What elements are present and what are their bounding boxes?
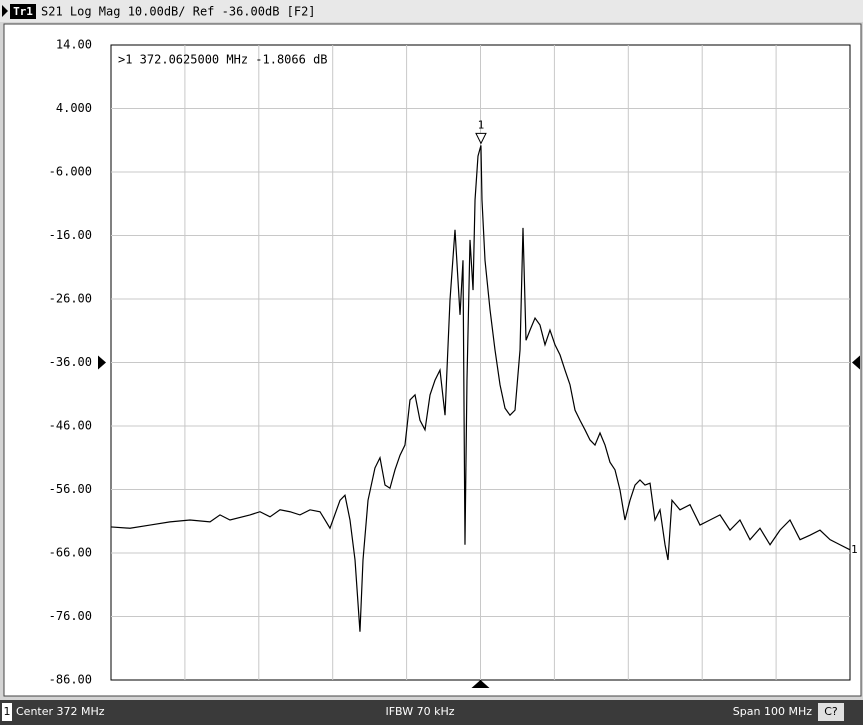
ifbw: IFBW 70 kHz <box>385 705 454 718</box>
trace-badge: Tr1 <box>13 5 33 18</box>
cal-badge: C? <box>824 705 838 718</box>
y-tick-label: -76.00 <box>49 609 92 623</box>
marker-readout: >1 372.0625000 MHz -1.8066 dB <box>118 53 328 67</box>
status-bar <box>0 700 863 725</box>
y-tick-label: -26.00 <box>49 292 92 306</box>
ref-level-right <box>852 355 860 370</box>
header-bar <box>0 0 863 22</box>
y-tick-label: 14.00 <box>56 38 92 52</box>
trace-title: S21 Log Mag 10.00dB/ Ref -36.00dB [F2] <box>41 5 316 19</box>
marker-label: 1 <box>478 118 485 131</box>
active-arrow <box>2 5 8 17</box>
marker-triangle <box>475 132 487 145</box>
channel-number: 1 <box>4 705 11 718</box>
cal-badge-bg <box>818 703 844 721</box>
y-tick-label: -6.000 <box>49 165 92 179</box>
center-frequency: Center 372 MHz <box>16 705 105 718</box>
trace-number-label: 1 <box>851 543 858 556</box>
ref-level-left <box>98 355 106 370</box>
y-tick-label: -86.00 <box>49 673 92 687</box>
center-marker <box>471 680 490 688</box>
y-tick-label: -36.00 <box>49 355 92 369</box>
trace-line <box>110 145 851 632</box>
y-tick-label: -56.00 <box>49 482 92 496</box>
y-tick-label: 4.000 <box>56 101 92 115</box>
y-tick-label: -66.00 <box>49 546 92 560</box>
channel-box <box>2 703 12 721</box>
span: Span 100 MHz <box>733 705 812 718</box>
y-tick-label: -16.00 <box>49 228 92 242</box>
y-tick-label: -46.00 <box>49 419 92 433</box>
trace-badge-bg <box>10 4 36 19</box>
